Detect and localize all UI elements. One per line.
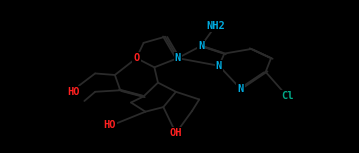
Text: N: N (216, 61, 222, 71)
Text: O: O (133, 53, 140, 63)
Text: OH: OH (170, 128, 182, 138)
Text: Cl: Cl (281, 91, 293, 101)
Text: HO: HO (103, 120, 116, 131)
Text: N: N (174, 53, 181, 63)
Text: NH2: NH2 (206, 21, 225, 31)
Text: N: N (237, 84, 244, 94)
Text: HO: HO (67, 87, 80, 97)
Text: N: N (198, 41, 204, 51)
